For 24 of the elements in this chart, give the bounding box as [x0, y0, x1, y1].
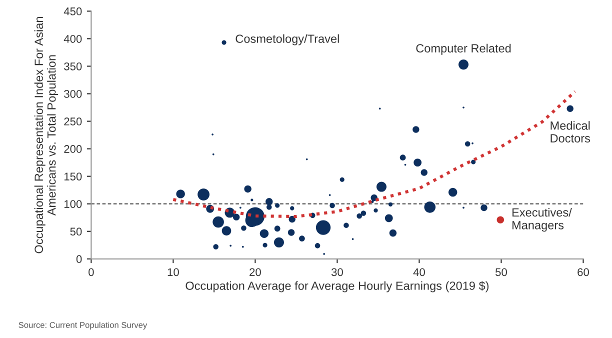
x-tick-label: 0 [88, 268, 94, 276]
y-axis-title: Occupational Representation Index For Asian Americans vs. Total Population [34, 17, 58, 254]
x-axis-title: Occupation Average for Average Hourly Earnings (2019 $) [186, 281, 489, 292]
y-tick-label: 200 [64, 145, 82, 153]
y-tick-label: 150 [64, 172, 82, 180]
y-tick-label: 300 [64, 90, 82, 98]
annotation: Cosmetology/Travel [236, 34, 339, 46]
x-tick-label: 50 [495, 268, 507, 276]
y-tick-label: 100 [64, 200, 82, 208]
x-tick-label: 10 [168, 268, 179, 276]
x-tick-label: 20 [250, 268, 261, 276]
annotation: Executives/ Managers [512, 208, 572, 232]
source-note: Source: Current Population Survey [18, 322, 148, 330]
y-tick-label: 350 [64, 62, 82, 70]
annotation: Computer Related [416, 44, 511, 55]
x-tick-label: 40 [413, 268, 425, 276]
y-tick-label: 250 [64, 118, 82, 126]
y-tick-label: 50 [70, 228, 82, 236]
x-tick-label: 30 [331, 268, 343, 276]
x-tick-label: 60 [578, 268, 589, 276]
y-tick-label: 400 [64, 34, 82, 43]
annotation: Medical Doctors [550, 121, 590, 142]
y-tick-label: 0 [76, 255, 82, 264]
y-tick-label: 450 [64, 7, 82, 16]
